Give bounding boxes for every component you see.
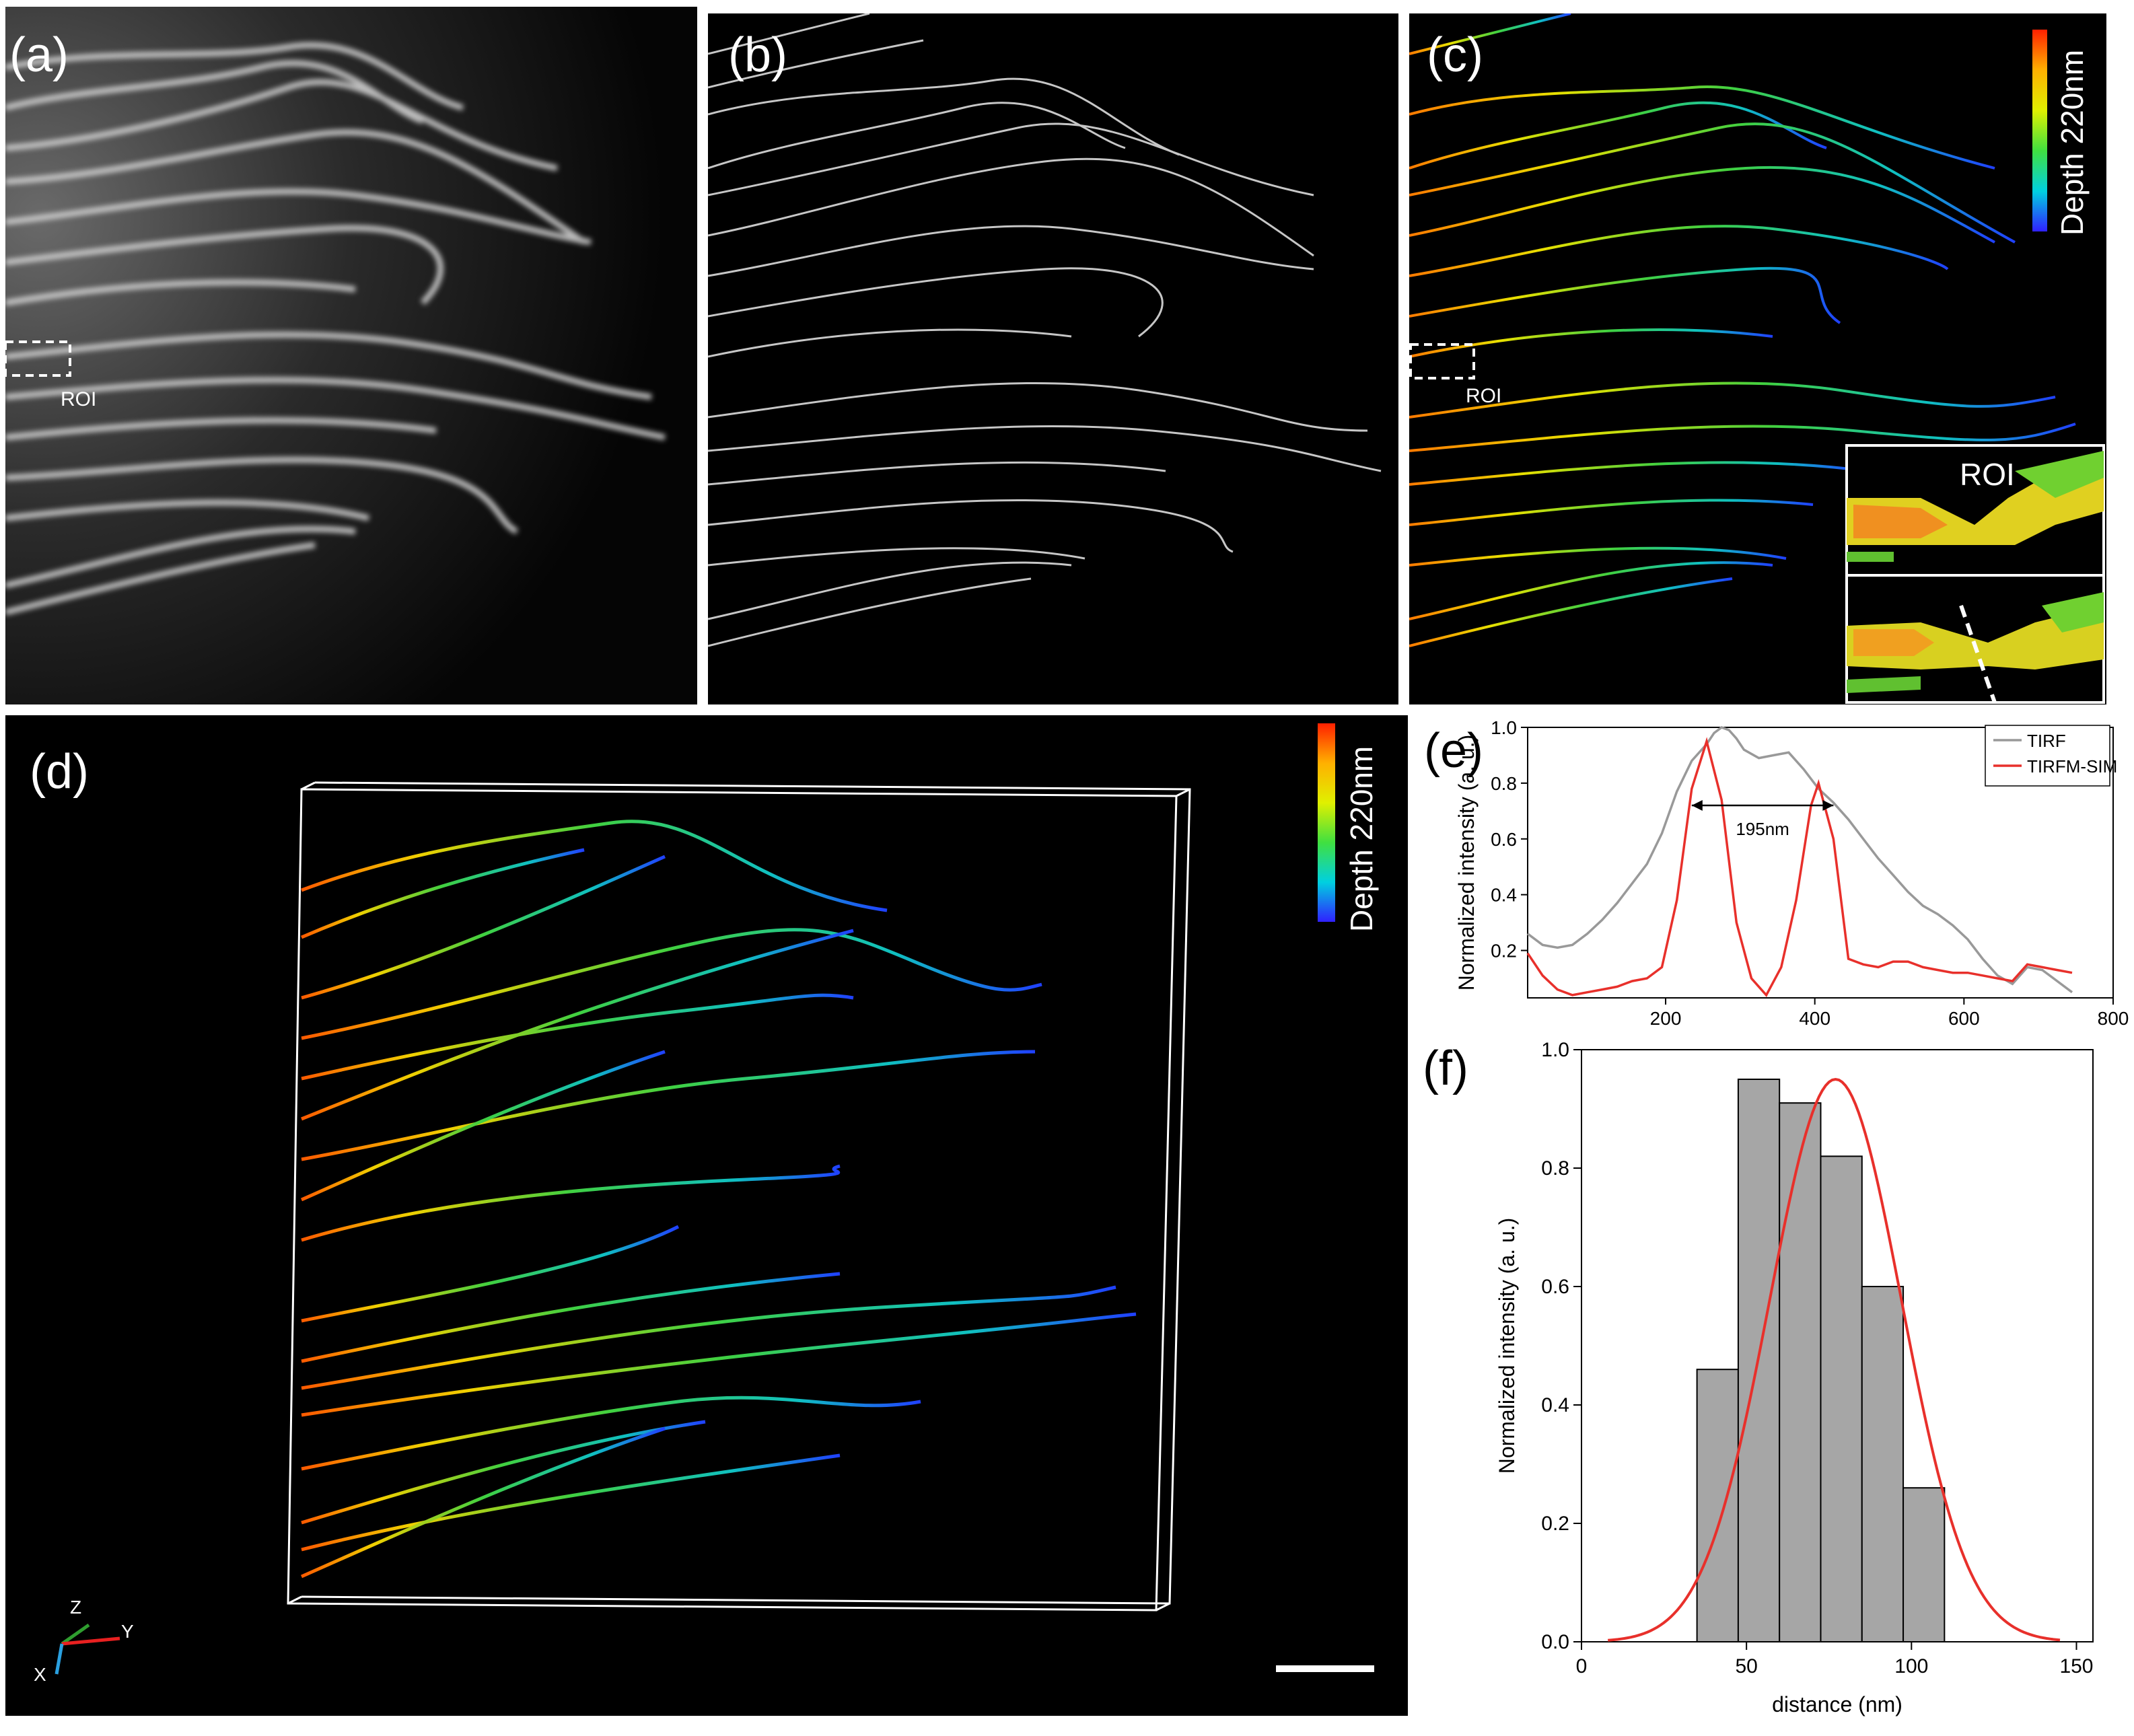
x-tick-label: 600 bbox=[1948, 1008, 1980, 1029]
x-tick-label: 150 bbox=[2059, 1655, 2093, 1677]
inset-top-tail bbox=[1847, 552, 1894, 562]
x-axis-label: distance (nm) bbox=[1772, 1692, 1902, 1716]
panel-d-colorbar bbox=[1318, 723, 1335, 922]
x-tick-label: 100 bbox=[1894, 1655, 1928, 1677]
panel-d-svg bbox=[55, 723, 1374, 1675]
inset-bottom-green bbox=[2042, 592, 2104, 632]
panel-c-colorbar-title: Depth 220nm bbox=[2055, 49, 2090, 236]
panel-c-roi-label: ROI bbox=[1466, 385, 1502, 407]
legend-box bbox=[1985, 725, 2110, 787]
y-axis-label: Normalized intensity (a. u.) bbox=[1495, 1218, 1519, 1474]
panel-c-colorbar bbox=[2032, 30, 2047, 231]
histogram-bar bbox=[1696, 1369, 1739, 1642]
panel-e-label: (e) bbox=[1424, 724, 1483, 778]
panel-c-roi-box bbox=[1409, 343, 1475, 379]
x-tick-label: 200 bbox=[1650, 1008, 1682, 1029]
panel-a-roi-label: ROI bbox=[61, 388, 97, 410]
panel-c-inset bbox=[1845, 444, 2105, 704]
panel-f-label: (f) bbox=[1423, 1042, 1468, 1095]
series-line-tirf bbox=[1526, 726, 2073, 994]
y-tick-label: 0.8 bbox=[1491, 773, 1517, 794]
panel-d-colorbar-title: Depth 220nm bbox=[1344, 746, 1379, 932]
histogram-bar bbox=[1779, 1102, 1822, 1642]
panel-a-roi-box bbox=[5, 340, 71, 377]
x-tick-label: 50 bbox=[1735, 1655, 1757, 1677]
panel-f-chart: 0 50 100 150 0.0 0.2 0.4 0.6 0.8 1.0 distance (nm)… bbox=[1420, 1029, 2133, 1733]
y-tick-label: 0.6 bbox=[1541, 1276, 1569, 1298]
panel-c-depth-image: (c) ROI Depth 220nm ROI bbox=[1409, 13, 2106, 704]
y-tick-label: 0.0 bbox=[1541, 1631, 1569, 1653]
axis-z-label: Z bbox=[70, 1597, 82, 1618]
panel-b-svg bbox=[708, 13, 1382, 647]
panel-d-axis-triad bbox=[55, 1623, 120, 1675]
panel-a-label: (a) bbox=[9, 28, 69, 82]
y-tick-label: 0.2 bbox=[1541, 1513, 1569, 1535]
inset-top-green bbox=[2015, 451, 2104, 498]
inset-bottom-core bbox=[1853, 629, 1934, 656]
panel-c-svg bbox=[1409, 13, 2105, 704]
panel-d-filaments bbox=[300, 820, 1137, 1579]
histogram-bar bbox=[1902, 1487, 1946, 1643]
y-tick-label: 0.6 bbox=[1491, 829, 1517, 850]
y-tick-label: 0.2 bbox=[1491, 941, 1517, 962]
inset-profile-line bbox=[1959, 605, 1997, 703]
inset-bottom-tail bbox=[1847, 676, 1921, 693]
axis-y-label: Y bbox=[121, 1621, 134, 1642]
annotation-arrowhead-right bbox=[1822, 800, 1834, 811]
panel-d-bounding-box bbox=[287, 781, 1191, 1612]
series-line-tirfm-sim bbox=[1526, 737, 2073, 997]
panel-a-background bbox=[5, 7, 697, 704]
y-tick-label: 0.4 bbox=[1491, 885, 1517, 906]
annotation-label: 195nm bbox=[1736, 819, 1789, 839]
panel-a-tirf-image: (a) ROI bbox=[5, 7, 697, 704]
panel-d-3d-rendering: (d) Depth 220nm Z Y X bbox=[5, 715, 1408, 1716]
y-tick-label: 1.0 bbox=[1541, 1039, 1569, 1061]
panel-b-filaments bbox=[708, 13, 1382, 647]
panel-b-sim-image: (b) bbox=[708, 13, 1398, 704]
inset-top-core bbox=[1853, 505, 1948, 538]
panel-c-label: (c) bbox=[1427, 28, 1483, 82]
panel-d-scalebar bbox=[1276, 1665, 1374, 1672]
x-tick-label: 0 bbox=[1576, 1655, 1588, 1677]
panel-b-label: (b) bbox=[728, 28, 787, 82]
panel-c-inset-title: ROI bbox=[1960, 457, 2015, 492]
panel-d-label: (d) bbox=[30, 745, 89, 799]
plot-frame bbox=[1527, 727, 2114, 999]
x-tick-label: 400 bbox=[1799, 1008, 1830, 1029]
y-axis-label: Normalized intensity (a. u.) bbox=[1454, 735, 1479, 991]
panel-f-svg: 0 50 100 150 0.0 0.2 0.4 0.6 0.8 1.0 distance (nm)… bbox=[1495, 1039, 2094, 1716]
y-tick-label: 0.4 bbox=[1541, 1394, 1569, 1416]
axis-x-label: X bbox=[34, 1664, 46, 1685]
legend-entry: TIRFM-SIM bbox=[2027, 756, 2117, 776]
gaussian-fit-curve bbox=[1608, 1077, 2061, 1642]
x-tick-label: 800 bbox=[2098, 1008, 2129, 1029]
histogram-bar bbox=[1820, 1155, 1863, 1642]
histogram-bar bbox=[1861, 1286, 1905, 1642]
annotation-arrowhead-left bbox=[1691, 800, 1703, 811]
y-tick-label: 1.0 bbox=[1491, 717, 1517, 738]
panel-a-svg bbox=[5, 7, 697, 704]
y-tick-label: 0.8 bbox=[1541, 1157, 1569, 1180]
panel-a-filaments bbox=[5, 42, 666, 616]
panel-c-filaments bbox=[1409, 13, 2076, 647]
legend-entry: TIRF bbox=[2027, 731, 2066, 751]
